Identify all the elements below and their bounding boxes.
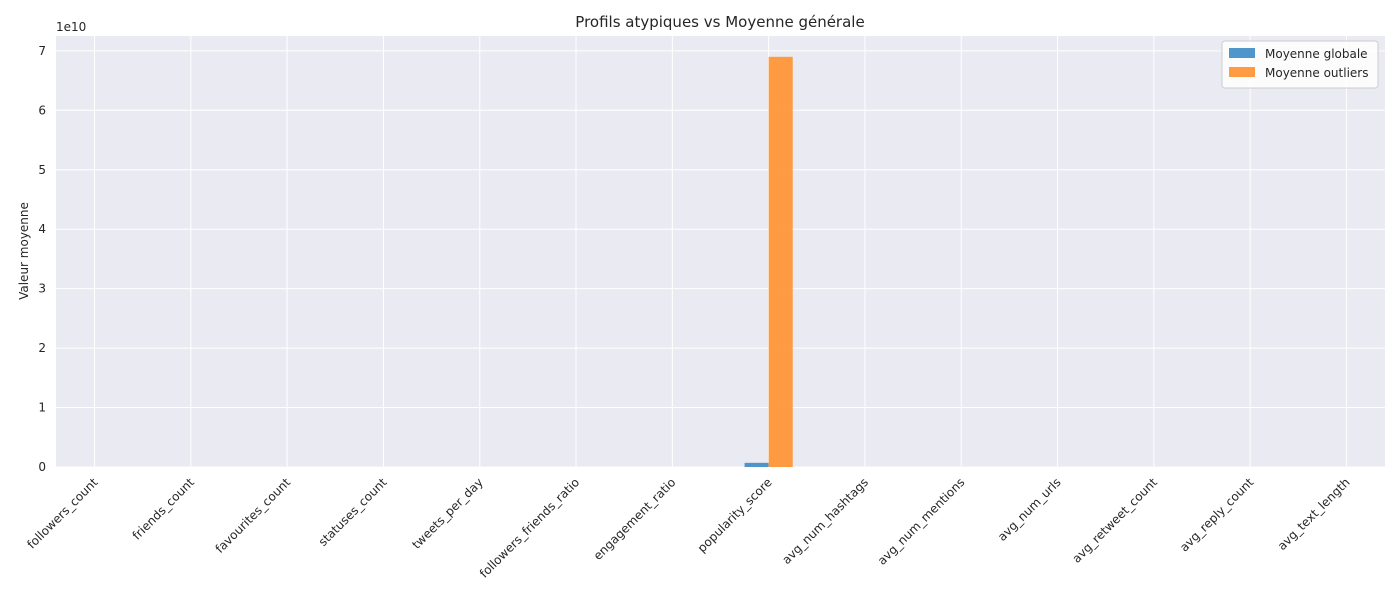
y-tick-label: 5 [38,163,46,177]
x-tick-label: statuses_count [316,475,390,549]
y-axis-label: Valeur moyenne [17,202,31,300]
legend-swatch [1229,48,1255,58]
y-tick-label: 1 [38,401,46,415]
x-tick-label: avg_num_urls [995,475,1064,544]
y-tick-labels: 0 1 2 3 4 5 6 7 [38,44,46,474]
x-tick-label: friends_count [130,475,198,543]
x-tick-label: avg_text_length [1275,475,1353,553]
y-tick-label: 2 [38,341,46,355]
y-tick-label: 4 [38,222,46,236]
chart-title: Profils atypiques vs Moyenne générale [575,13,864,31]
grid-lines [56,36,1385,468]
y-tick-label: 6 [38,103,46,117]
y-tick-label: 3 [38,282,46,296]
x-tick-label: avg_reply_count [1177,475,1256,554]
y-multiplier-label: 1e10 [56,20,86,34]
y-tick-label: 7 [38,44,46,58]
x-tick-label: tweets_per_day [409,475,486,552]
legend-box [1221,40,1379,89]
x-tick-label: followers_friends_ratio [477,475,582,580]
plot-background [56,36,1385,467]
x-tick-label: favourites_count [213,475,294,556]
x-tick-label: avg_retweet_count [1069,475,1160,566]
bar-moyenne-globale [744,462,769,467]
x-tick-label: engagement_ratio [591,475,679,563]
x-tick-label: followers_count [24,475,100,551]
y-tick-label: 0 [38,460,46,474]
bars [744,56,793,468]
legend-label: Moyenne outliers [1265,66,1368,80]
x-tick-label: avg_num_hashtags [779,475,871,567]
x-tick-label: avg_num_mentions [875,475,968,568]
legend: Moyenne globale Moyenne outliers [1221,40,1379,89]
x-tick-labels: followers_count friends_count favourites_c… [24,475,1352,581]
legend-label: Moyenne globale [1265,47,1368,61]
x-tick-label: popularity_score [695,475,775,555]
legend-swatch [1229,67,1255,77]
bar-moyenne-outliers [768,56,793,468]
